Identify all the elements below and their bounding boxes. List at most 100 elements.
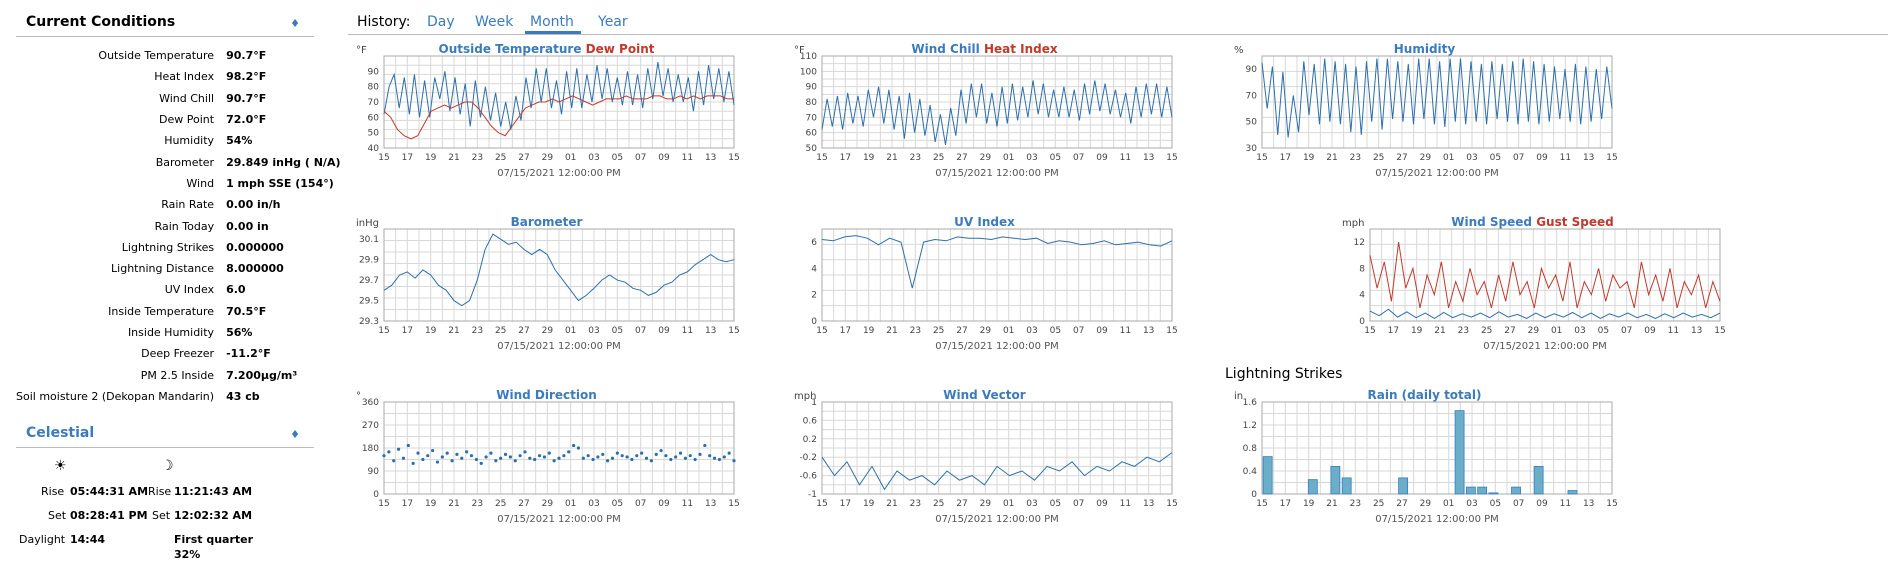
data-point: [455, 452, 459, 456]
x-tick-label: 03: [1466, 499, 1477, 509]
x-tick-label: 03: [588, 153, 599, 163]
data-point: [557, 456, 561, 460]
x-tick-label: 11: [1120, 326, 1131, 336]
condition-row: Inside Temperature 70.5°F: [16, 301, 341, 322]
x-tick-label: 03: [588, 326, 599, 336]
chart-svg: 0 4 8 12 15 17 19 21 23 25 27 29 01 03 05 07 09 11 13 15: [1354, 228, 1726, 336]
condition-row: Inside Humidity 56%: [16, 322, 341, 343]
x-tick-label: 09: [1096, 326, 1108, 336]
condition-row: UV Index 6.0: [16, 279, 341, 300]
y-tick-label: 0: [1359, 317, 1365, 327]
condition-value: 54%: [226, 134, 253, 148]
y-tick-label: 90: [368, 467, 380, 477]
y-tick-label: 70: [368, 98, 380, 108]
chart-x-axis-title: 07/15/2021 12:00:00 PM: [1375, 168, 1499, 179]
x-tick-label: 21: [448, 499, 459, 509]
condition-value: 98.2°F: [226, 70, 267, 84]
data-point: [426, 454, 430, 458]
plot-frame: [1261, 55, 1613, 149]
y-tick-label: 60: [368, 113, 380, 123]
x-tick-label: 25: [933, 499, 944, 509]
chart-unit-label: in: [1234, 391, 1244, 402]
bar: [1307, 479, 1318, 495]
x-tick-label: 15: [728, 326, 739, 336]
data-point: [654, 452, 658, 456]
condition-row: Outside Temperature 90.7°F: [16, 45, 341, 66]
y-tick-label: 1.2: [1243, 421, 1257, 431]
x-tick-label: 19: [425, 326, 437, 336]
x-tick-label: 01: [1003, 499, 1014, 509]
data-point: [567, 450, 571, 454]
data-point: [606, 459, 610, 463]
x-tick-label: 09: [1536, 153, 1548, 163]
current-conditions-panel: Current Conditions ♦ Outside Temperature…: [16, 12, 341, 407]
condition-row: Rain Today 0.00 in: [16, 215, 341, 236]
x-tick-label: 11: [1668, 326, 1679, 336]
condition-label: Soil moisture 2 (Dekopan Mandarin): [16, 389, 215, 403]
data-point: [387, 450, 391, 454]
tab-week[interactable]: Week: [475, 14, 514, 30]
data-point: [625, 455, 629, 459]
data-point: [732, 459, 736, 463]
x-tick-label: 27: [956, 153, 967, 163]
data-point: [683, 456, 687, 460]
x-tick-label: 19: [863, 499, 875, 509]
condition-value: 7.200μg/m³: [226, 368, 298, 382]
x-tick-label: 03: [588, 499, 599, 509]
y-tick-label: 0: [811, 317, 817, 327]
data-point: [503, 452, 508, 456]
condition-label: Lightning Strikes: [121, 240, 215, 254]
current-conditions-header: Current Conditions ♦: [16, 12, 314, 37]
data-point: [445, 451, 449, 455]
x-tick-label: 01: [1551, 326, 1562, 336]
x-tick-label: 29: [1420, 153, 1432, 163]
chart-title-main: Wind Vector: [943, 388, 1026, 402]
x-tick-label: 27: [518, 326, 529, 336]
x-tick-label: 05: [612, 499, 623, 509]
x-tick-label: 29: [542, 153, 554, 163]
data-point: [708, 454, 712, 458]
tab-year[interactable]: Year: [598, 14, 628, 30]
data-point: [688, 454, 692, 458]
x-tick-label: 21: [448, 153, 459, 163]
x-tick-label: 19: [425, 153, 437, 163]
data-point: [537, 454, 542, 458]
tab-month[interactable]: Month: [525, 14, 581, 34]
x-tick-label: 21: [448, 326, 459, 336]
x-tick-label: 17: [402, 153, 413, 163]
x-tick-label: 07: [1073, 153, 1084, 163]
data-point: [421, 457, 425, 462]
x-tick-label: 21: [886, 326, 897, 336]
data-point: [601, 452, 605, 456]
chart-title-main: Wind Chill: [911, 42, 980, 56]
chart-x-axis-title: 07/15/2021 12:00:00 PM: [935, 168, 1059, 179]
y-tick-label: 0: [1251, 490, 1257, 500]
chart-title: Rain (daily total): [1232, 388, 1617, 402]
bar: [1454, 410, 1465, 495]
data-point: [518, 454, 522, 458]
collapse-diamond-icon[interactable]: ♦: [290, 17, 300, 30]
tab-day[interactable]: Day: [427, 14, 455, 30]
x-tick-label: 03: [1574, 326, 1585, 336]
x-tick-label: 17: [1280, 153, 1291, 163]
y-tick-label: 1: [811, 398, 817, 408]
data-point: [484, 455, 488, 459]
chart-title: Outside Temperature Dew Point: [354, 42, 739, 56]
y-tick-label: 2: [811, 291, 817, 301]
x-tick-label: 17: [840, 499, 851, 509]
series-line: [1369, 308, 1721, 319]
chart-svg: 40 50 60 70 80 90 15 17 19 21 23 25 27 29 01 03 05 07 09 11…: [368, 55, 740, 163]
x-tick-label: 15: [1256, 499, 1267, 509]
x-tick-label: 09: [1096, 499, 1108, 509]
condition-row: Barometer 29.849 inHg ( N/A): [16, 151, 341, 172]
x-tick-label: 19: [863, 153, 875, 163]
x-tick-label: 07: [1073, 326, 1084, 336]
barometer-chart: Barometer inHg 07/15/2021 12:00:00 PM 29.3 2…: [354, 215, 768, 375]
x-tick-label: 23: [472, 499, 483, 509]
x-tick-label: 07: [1513, 153, 1524, 163]
data-point: [620, 454, 624, 458]
data-point: [581, 456, 585, 460]
conditions-table: Outside Temperature 90.7°F Heat Index 98.2°…: [16, 45, 341, 407]
collapse-diamond-icon[interactable]: ♦: [290, 428, 300, 441]
chart-title-main: Rain (daily total): [1367, 388, 1482, 402]
